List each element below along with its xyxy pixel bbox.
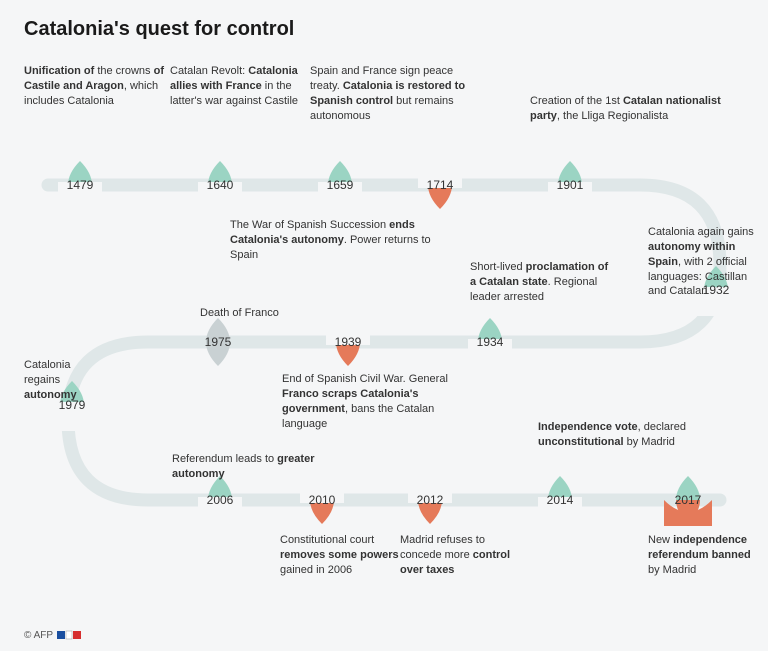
- timeline-marker-1975: 1975: [192, 316, 244, 368]
- event-text-1975: Death of Franco: [200, 306, 320, 321]
- event-text-1932: Catalonia again gains autonomy within Sp…: [648, 225, 760, 299]
- timeline-marker-1939: 1939: [322, 316, 374, 368]
- event-text-1714: The War of Spanish Succession ends Catal…: [230, 218, 445, 263]
- event-text-1640: Catalan Revolt: Catalonia allies with Fr…: [170, 64, 305, 109]
- timeline-marker-1714: 1714: [414, 159, 466, 211]
- timeline-marker-2012: 2012: [404, 474, 456, 526]
- timeline-marker-2017: 2017: [662, 474, 714, 526]
- timeline-marker-1659: 1659: [314, 159, 366, 211]
- event-text-1659: Spain and France sign peace treaty. Cata…: [310, 64, 470, 123]
- year-label: 1659: [314, 178, 366, 192]
- event-text-2012: Madrid refuses to concede more control o…: [400, 533, 520, 578]
- year-label: 2012: [404, 493, 456, 507]
- timeline-marker-2006: 2006: [194, 474, 246, 526]
- year-label: 1479: [54, 178, 106, 192]
- event-text-1934: Short-lived proclamation of a Catalan st…: [470, 260, 615, 305]
- credit: © AFP: [24, 629, 81, 641]
- event-text-1479: Unification of the crowns of Castile and…: [24, 64, 164, 109]
- year-label: 2010: [296, 493, 348, 507]
- event-text-2014: Independence vote, declared unconstituti…: [538, 420, 698, 450]
- event-text-2010: Constitutional court removes some powers…: [280, 533, 400, 578]
- year-label: 2006: [194, 493, 246, 507]
- event-text-1979: Catalonia regains autonomy: [24, 358, 104, 403]
- timeline-marker-2014: 2014: [534, 474, 586, 526]
- year-label: 2017: [662, 493, 714, 507]
- afp-logo-icon: [57, 629, 81, 641]
- event-text-2006: Referendum leads to greater autonomy: [172, 452, 317, 482]
- page-title: Catalonia's quest for control: [24, 18, 294, 41]
- year-label: 1939: [322, 335, 374, 349]
- event-text-1901: Creation of the 1st Catalan nationalist …: [530, 94, 745, 124]
- credit-text: © AFP: [24, 630, 53, 641]
- event-text-1939: End of Spanish Civil War. General Franco…: [282, 372, 472, 431]
- timeline-marker-1479: 1479: [54, 159, 106, 211]
- event-text-2017: New independence referendum banned by Ma…: [648, 533, 758, 578]
- timeline-marker-1901: 1901: [544, 159, 596, 211]
- year-label: 1975: [192, 335, 244, 349]
- timeline-marker-2010: 2010: [296, 474, 348, 526]
- year-label: 1901: [544, 178, 596, 192]
- timeline-marker-1934: 1934: [464, 316, 516, 368]
- year-label: 1640: [194, 178, 246, 192]
- year-label: 1714: [414, 178, 466, 192]
- year-label: 1934: [464, 335, 516, 349]
- timeline-marker-1640: 1640: [194, 159, 246, 211]
- year-label: 2014: [534, 493, 586, 507]
